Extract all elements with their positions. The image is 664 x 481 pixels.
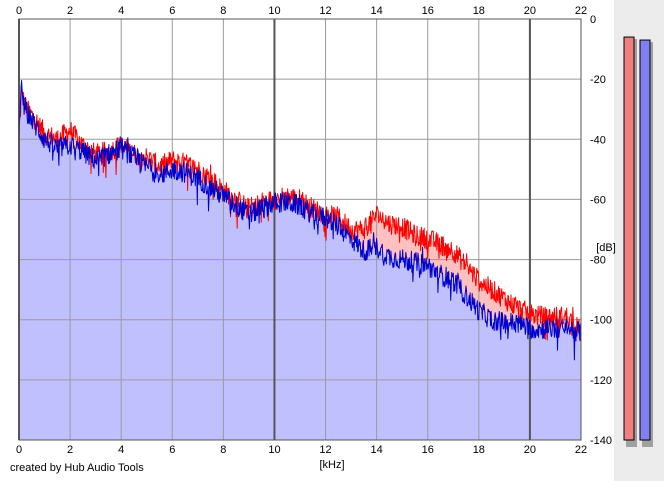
level-meter-panel xyxy=(614,0,664,481)
x-tick-label-top: 10 xyxy=(268,5,280,17)
x-tick-label-top: 0 xyxy=(16,5,22,17)
spectrum-area xyxy=(19,94,581,440)
plot-frame xyxy=(18,18,582,441)
x-tick-label-bottom: 6 xyxy=(169,444,175,456)
x-tick-label-bottom: 4 xyxy=(118,444,124,456)
y-tick-label: -40 xyxy=(590,134,606,146)
credit-text: created by Hub Audio Tools xyxy=(10,462,144,474)
x-tick-label-top: 20 xyxy=(524,5,536,17)
x-tick-label-top: 6 xyxy=(169,5,175,17)
x-tick-label-top: 2 xyxy=(67,5,73,17)
x-tick-label-bottom: 22 xyxy=(575,444,587,456)
x-tick-label-bottom: 18 xyxy=(473,444,485,456)
y-tick-label: -60 xyxy=(590,194,606,206)
x-tick-label-top: 12 xyxy=(319,5,331,17)
x-tick-label-bottom: 2 xyxy=(67,444,73,456)
y-tick-label: -100 xyxy=(590,315,612,327)
y-tick-label: -80 xyxy=(590,255,606,267)
x-tick-label-bottom: 10 xyxy=(268,444,280,456)
x-tick-label-top: 18 xyxy=(473,5,485,17)
series-line-blue xyxy=(18,80,582,361)
x-axis-label: [kHz] xyxy=(319,459,344,471)
x-tick-label-top: 4 xyxy=(118,5,124,17)
x-tick-label-bottom: 14 xyxy=(371,444,383,456)
level-meter-left xyxy=(623,36,635,441)
y-tick-label: -120 xyxy=(590,375,612,387)
x-tick-label-bottom: 20 xyxy=(524,444,536,456)
x-tick-label-bottom: 12 xyxy=(319,444,331,456)
y-tick-label: -20 xyxy=(590,74,606,86)
y-tick-label: 0 xyxy=(590,14,596,26)
x-tick-label-top: 14 xyxy=(371,5,383,17)
x-tick-label-bottom: 16 xyxy=(422,444,434,456)
x-tick-label-top: 8 xyxy=(220,5,226,17)
x-tick-label-top: 16 xyxy=(422,5,434,17)
y-tick-label: -140 xyxy=(590,435,612,447)
level-meter-right xyxy=(639,39,651,441)
y-axis-label: [dB] xyxy=(596,242,616,254)
x-tick-label-bottom: 8 xyxy=(220,444,226,456)
x-tick-label-top: 22 xyxy=(575,5,587,17)
x-tick-label-bottom: 0 xyxy=(16,444,22,456)
